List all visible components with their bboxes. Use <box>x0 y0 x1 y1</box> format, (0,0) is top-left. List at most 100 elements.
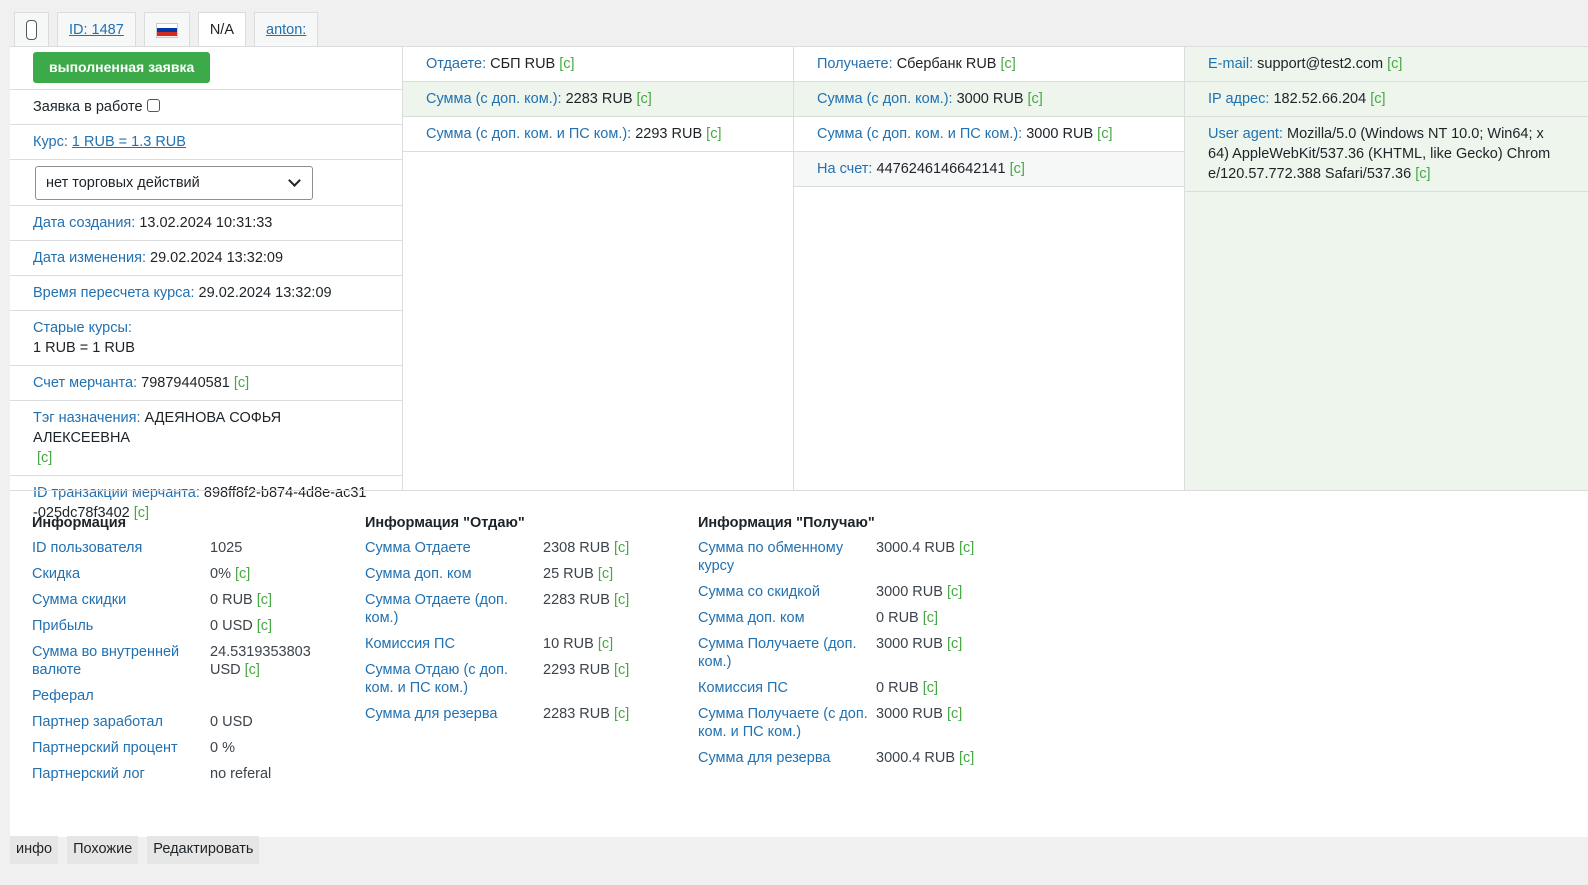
info-row-value: 0 USD <box>210 714 253 730</box>
copy-button[interactable]: [c] <box>1009 161 1025 177</box>
copy-button[interactable]: [c] <box>37 450 53 466</box>
info-row-label: Сумма доп. ком <box>365 566 472 582</box>
tag-label: Тэг назначения: <box>33 410 141 426</box>
info-row-label: Реферал <box>32 688 94 704</box>
info-row-label: Сумма Получаете (доп. ком.) <box>698 636 857 670</box>
info-row: Сумма доп. ком 0 RUB [c] <box>698 605 996 631</box>
copy-button[interactable]: [c] <box>256 592 273 608</box>
recalc-value: 29.02.2024 13:32:09 <box>198 285 332 301</box>
user-agent-value-3: e/120.57.772.388 Safari/537.36 <box>1208 166 1412 182</box>
copy-button[interactable]: [c] <box>559 56 575 72</box>
info-row-value: 0 USD <box>210 618 253 634</box>
info-row-label: Комиссия ПС <box>698 680 788 696</box>
select-order-checkbox-tab[interactable] <box>14 12 49 47</box>
info-row-label: Сумма со скидкой <box>698 584 820 600</box>
info-row: Сумма Отдаете (доп. ком.) 2283 RUB [c] <box>365 587 663 631</box>
trade-action-select[interactable]: нет торговых действий <box>35 166 313 200</box>
info-row: Партнер заработал 0 USD <box>32 709 330 735</box>
copy-button[interactable]: [c] <box>613 662 630 678</box>
chevron-down-icon <box>288 174 301 187</box>
copy-button[interactable]: [c] <box>946 706 963 722</box>
info-row-label: Сумма Отдаю (с доп. ком. и ПС ком.) <box>365 662 508 696</box>
copy-button[interactable]: [c] <box>244 662 260 678</box>
info-row: Прибыль 0 USD [c] <box>32 613 330 639</box>
copy-button[interactable]: [c] <box>959 540 975 556</box>
tag-value: АДЕЯНОВА СОФЬЯ АЛЕКСЕЕВНА <box>33 410 282 446</box>
info-row-value: 0 RUB <box>876 680 919 696</box>
copy-button[interactable]: [c] <box>1000 56 1016 72</box>
user-tab[interactable]: anton: <box>254 12 319 47</box>
modified-label: Дата изменения: <box>33 250 146 266</box>
copy-button[interactable]: [c] <box>1370 91 1386 107</box>
info-row: Сумма Отдаю (с доп. ком. и ПС ком.) 2293 … <box>365 657 663 701</box>
copy-button[interactable]: [c] <box>233 375 250 391</box>
info-row: Сумма во внутренней валюте 24.5319353803 … <box>32 639 330 683</box>
na-tab: N/A <box>197 12 246 47</box>
in-work-checkbox[interactable] <box>146 99 160 112</box>
copy-button[interactable]: [c] <box>133 505 150 521</box>
copy-button[interactable]: [c] <box>922 610 939 626</box>
tab-similar[interactable]: Похожие <box>67 836 139 864</box>
email-label: E-mail: <box>1208 56 1254 72</box>
order-id-link[interactable]: ID: 1487 <box>69 22 124 38</box>
info-row: Сумма Отдаете 2308 RUB [c] <box>365 535 663 561</box>
info-row-value-cell: 2293 RUB [c] <box>543 661 663 697</box>
copy-button[interactable]: [c] <box>613 592 630 608</box>
info-row-value: 0 RUB <box>210 592 253 608</box>
info-row: Комиссия ПС 0 RUB [c] <box>698 675 996 701</box>
info-give-title: Информация "Отдаю" <box>365 515 525 531</box>
info-row-value-cell: 3000.4 RUB [c] <box>876 539 996 575</box>
info-row: Сумма по обменному курсу 3000.4 RUB [c] <box>698 535 996 579</box>
info-row-value: 0 % <box>210 740 235 756</box>
info-row-value-cell: 0 USD <box>210 713 330 731</box>
trade-action-value: нет торговых действий <box>46 175 200 191</box>
copy-button[interactable]: [c] <box>946 636 963 652</box>
txid-row: ID транзакции мерчанта: 898ff8f2-b874-4d… <box>10 476 402 530</box>
txid-label: ID транзакции мерчанта: <box>33 485 200 501</box>
copy-button[interactable]: [c] <box>706 126 722 142</box>
give-sum-fee-ps-label: Сумма (с доп. ком. и ПС ком.): <box>426 126 632 142</box>
copy-button[interactable]: [c] <box>959 750 975 766</box>
user-agent-value-1: Mozilla/5.0 (Windows NT 10.0; Win64; x <box>1287 126 1544 142</box>
info-row-value: 3000 RUB <box>876 706 943 722</box>
info-row-value-cell: 2283 RUB [c] <box>543 591 663 627</box>
account-label: На счет: <box>817 161 873 177</box>
info-row: Сумма Получаете (с доп. ком. и ПС ком.) 3… <box>698 701 996 745</box>
info-row-value-cell: 3000 RUB [c] <box>876 635 996 671</box>
info-row: Скидка 0% [c] <box>32 561 330 587</box>
copy-button[interactable]: [c] <box>636 91 652 107</box>
info-row-value: 0% <box>210 566 231 582</box>
info-row-value: 1025 <box>210 540 243 556</box>
info-row-value-cell: 0 RUB [c] <box>876 679 996 697</box>
copy-button[interactable]: [c] <box>597 636 614 652</box>
copy-button[interactable]: [c] <box>613 540 630 556</box>
copy-button[interactable]: [c] <box>1387 56 1403 72</box>
info-row-label: Сумма по обменному курсу <box>698 540 844 574</box>
status-done-button[interactable]: выполненная заявка <box>33 52 211 83</box>
tab-edit[interactable]: Редактировать <box>147 836 260 864</box>
copy-button[interactable]: [c] <box>256 618 273 634</box>
copy-button[interactable]: [c] <box>922 680 939 696</box>
order-id-tab[interactable]: ID: 1487 <box>57 12 136 47</box>
copy-button[interactable]: [c] <box>1415 166 1431 182</box>
copy-button[interactable]: [c] <box>613 706 630 722</box>
info-row-label: Партнерский лог <box>32 766 145 782</box>
na-label: N/A <box>209 22 234 38</box>
get-sum-fee-row: Сумма (с доп. ком.): 3000 RUB [c] <box>794 82 1184 117</box>
in-work-row: Заявка в работе <box>10 90 402 125</box>
copy-button[interactable]: [c] <box>1027 91 1043 107</box>
select-order-checkbox[interactable] <box>26 20 37 40</box>
copy-button[interactable]: [c] <box>946 584 963 600</box>
user-link[interactable]: anton: <box>266 22 307 38</box>
copy-button[interactable]: [c] <box>1097 126 1113 142</box>
rate-link[interactable]: 1 RUB = 1.3 RUB <box>71 134 186 150</box>
info-section: Информация ID пользователя 1025 Скидка 0% [… <box>10 490 1588 838</box>
info-row-label: Партнер заработал <box>32 714 163 730</box>
order-details-panel: выполненная заявка Заявка в работе Курс:… <box>10 46 1588 837</box>
info-row-label: Партнерский процент <box>32 740 178 756</box>
in-work-label: Заявка в работе <box>33 99 143 115</box>
tab-info[interactable]: инфо <box>10 836 59 864</box>
ip-label: IP адрес: <box>1208 91 1270 107</box>
copy-button[interactable]: [c] <box>235 566 251 582</box>
copy-button[interactable]: [c] <box>597 566 614 582</box>
